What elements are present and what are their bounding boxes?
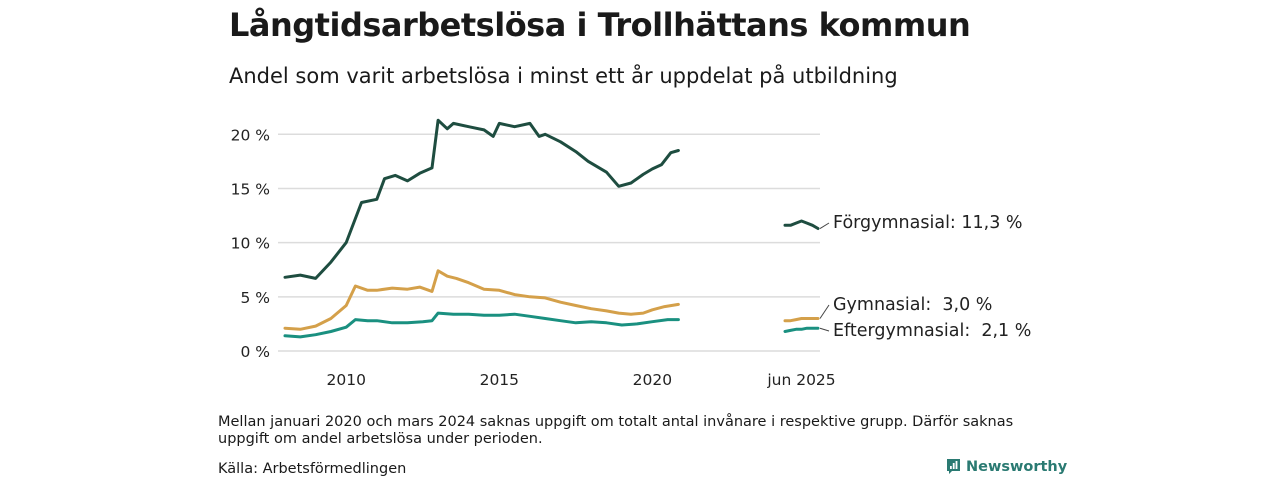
y-tick-label: 15 %	[231, 180, 270, 198]
series-end-label: Förgymnasial: 11,3 %	[833, 213, 1023, 233]
x-tick-label: 2010	[327, 371, 366, 389]
series-line-förgymnasial	[283, 118, 680, 280]
x-tick-label: 2020	[633, 371, 672, 389]
chart-subtitle: Andel som varit arbetslösa i minst ett å…	[229, 64, 898, 88]
footnote: Mellan januari 2020 och mars 2024 saknas…	[218, 414, 1014, 447]
x-tick-label: 2015	[480, 371, 519, 389]
brand-name: Newsworthy	[966, 458, 1068, 475]
series-line-eftergymnasial	[283, 311, 680, 339]
label-leader	[819, 327, 830, 332]
y-tick-label: 20 %	[231, 126, 270, 144]
y-tick-label: 5 %	[240, 289, 270, 307]
line-chart: 0 % 5 % 10 % 15 % 20 % 2010 2015 2020 jun 2025 Fö…	[231, 118, 1031, 389]
newsworthy-icon	[947, 459, 960, 474]
label-leader	[819, 304, 830, 319]
brand-logo: Newsworthy	[946, 458, 1067, 475]
series-end-label: Eftergymnasial: 2,1 %	[833, 321, 1031, 341]
source-credit: Källa: Arbetsförmedlingen	[218, 461, 407, 477]
recent-line-gymnasial	[783, 317, 820, 323]
label-leader	[819, 222, 830, 229]
series-end-label: Gymnasial: 3,0 %	[833, 295, 992, 315]
recent-line-eftergymnasial	[783, 326, 820, 333]
chart-title: Långtidsarbetslösa i Trollhättans kommun	[229, 6, 971, 44]
x-tick-label-recent: jun 2025	[766, 371, 835, 389]
recent-line-förgymnasial	[783, 219, 820, 230]
y-tick-label: 10 %	[231, 235, 270, 253]
series-line-gymnasial	[283, 269, 680, 331]
y-tick-label: 0 %	[240, 343, 270, 361]
